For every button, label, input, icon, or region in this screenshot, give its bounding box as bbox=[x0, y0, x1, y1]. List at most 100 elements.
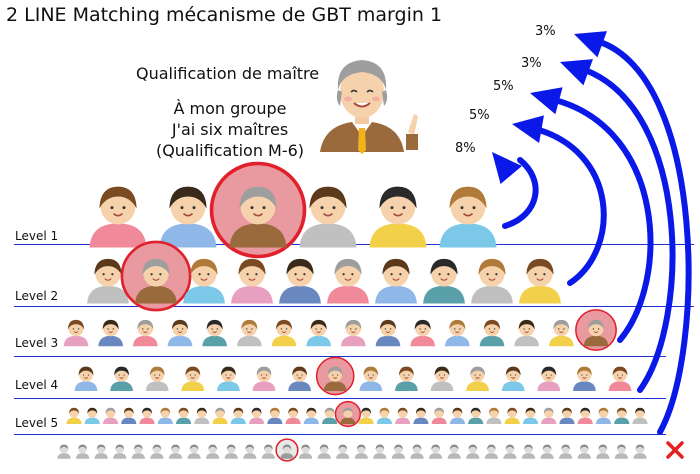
person-icon bbox=[113, 444, 127, 459]
person-icon bbox=[139, 407, 155, 424]
curved-arrow-icon bbox=[502, 157, 539, 229]
person-icon bbox=[479, 319, 505, 347]
person-icon bbox=[252, 366, 276, 391]
person-icon bbox=[175, 407, 192, 424]
person-icon bbox=[168, 444, 183, 459]
person-icon bbox=[376, 407, 392, 424]
person-icon bbox=[373, 444, 387, 459]
person-icon bbox=[447, 444, 461, 459]
person-icon bbox=[236, 319, 262, 347]
person-icon bbox=[395, 366, 418, 391]
person-icon bbox=[431, 407, 447, 424]
arrow-head-icon bbox=[560, 59, 593, 86]
person-icon bbox=[298, 444, 313, 459]
person-icon bbox=[614, 407, 630, 424]
person-icon bbox=[540, 444, 554, 459]
person-icon bbox=[84, 407, 100, 424]
person-icon bbox=[243, 444, 257, 459]
person-icon bbox=[231, 258, 273, 304]
person-icon bbox=[224, 444, 238, 459]
person-icon bbox=[230, 407, 246, 424]
master-person-icon bbox=[275, 438, 299, 462]
person-icon bbox=[559, 444, 573, 459]
level-label: Level 2 bbox=[15, 289, 59, 303]
person-icon bbox=[501, 366, 525, 391]
person-icon bbox=[504, 407, 520, 424]
percentage-label: 8% bbox=[455, 141, 476, 156]
person-icon bbox=[486, 407, 502, 424]
person-icon bbox=[466, 366, 489, 391]
person-icon bbox=[596, 444, 610, 459]
person-icon bbox=[75, 444, 90, 459]
person-icon bbox=[212, 407, 228, 424]
curved-arrow-icon bbox=[529, 125, 607, 286]
person-icon bbox=[577, 444, 591, 459]
person-icon bbox=[248, 407, 265, 424]
person-icon bbox=[484, 444, 499, 459]
qualification-line-1: À mon groupe bbox=[173, 99, 287, 118]
person-icon bbox=[632, 407, 648, 424]
master-person-icon bbox=[120, 240, 192, 312]
person-icon bbox=[521, 444, 536, 459]
person-icon bbox=[514, 319, 540, 347]
person-icon bbox=[74, 366, 98, 391]
person-icon bbox=[267, 407, 283, 424]
person-icon bbox=[150, 444, 164, 459]
person-icon bbox=[633, 444, 647, 459]
person-icon bbox=[98, 319, 124, 347]
person-icon bbox=[167, 319, 193, 347]
person-icon bbox=[410, 444, 424, 459]
person-icon bbox=[471, 258, 513, 304]
red-x-icon bbox=[666, 441, 684, 459]
person-icon bbox=[317, 444, 331, 459]
person-icon bbox=[303, 407, 319, 424]
person-icon bbox=[322, 407, 338, 424]
person-icon bbox=[217, 366, 240, 391]
person-icon bbox=[391, 444, 406, 459]
person-icon bbox=[444, 319, 470, 347]
person-icon bbox=[522, 407, 539, 424]
person-icon bbox=[340, 319, 366, 347]
person-icon bbox=[468, 407, 484, 424]
person-icon bbox=[299, 186, 357, 248]
person-icon bbox=[57, 444, 71, 459]
person-icon bbox=[430, 366, 454, 391]
person-icon bbox=[559, 407, 575, 424]
person-icon bbox=[145, 366, 169, 391]
arrow-head-icon bbox=[512, 115, 544, 143]
person-icon bbox=[395, 407, 411, 424]
curved-arrow-icon bbox=[597, 39, 692, 435]
level-divider bbox=[14, 356, 666, 357]
person-icon bbox=[89, 186, 147, 248]
level-divider bbox=[14, 306, 694, 307]
person-icon bbox=[428, 444, 443, 459]
person-icon bbox=[194, 407, 210, 424]
person-icon bbox=[608, 366, 632, 391]
arrow-head-icon bbox=[530, 87, 563, 115]
person-icon bbox=[548, 319, 574, 347]
person-icon bbox=[271, 319, 297, 347]
person-icon bbox=[358, 407, 374, 424]
person-icon bbox=[519, 258, 561, 304]
person-icon bbox=[410, 319, 436, 347]
arrow-head-icon bbox=[574, 31, 607, 58]
person-icon bbox=[102, 407, 119, 424]
person-icon bbox=[66, 407, 82, 424]
person-icon bbox=[183, 258, 225, 304]
person-icon bbox=[306, 319, 332, 347]
person-icon bbox=[449, 407, 466, 424]
person-icon bbox=[614, 444, 629, 459]
person-icon bbox=[285, 407, 301, 424]
person-icon bbox=[541, 407, 557, 424]
person-icon bbox=[261, 444, 276, 459]
person-icon bbox=[279, 258, 321, 304]
person-icon bbox=[187, 444, 201, 459]
person-icon bbox=[577, 407, 593, 424]
person-icon bbox=[537, 366, 561, 391]
person-icon bbox=[573, 366, 596, 391]
person-icon bbox=[369, 186, 427, 248]
percentage-label: 3% bbox=[535, 24, 556, 39]
